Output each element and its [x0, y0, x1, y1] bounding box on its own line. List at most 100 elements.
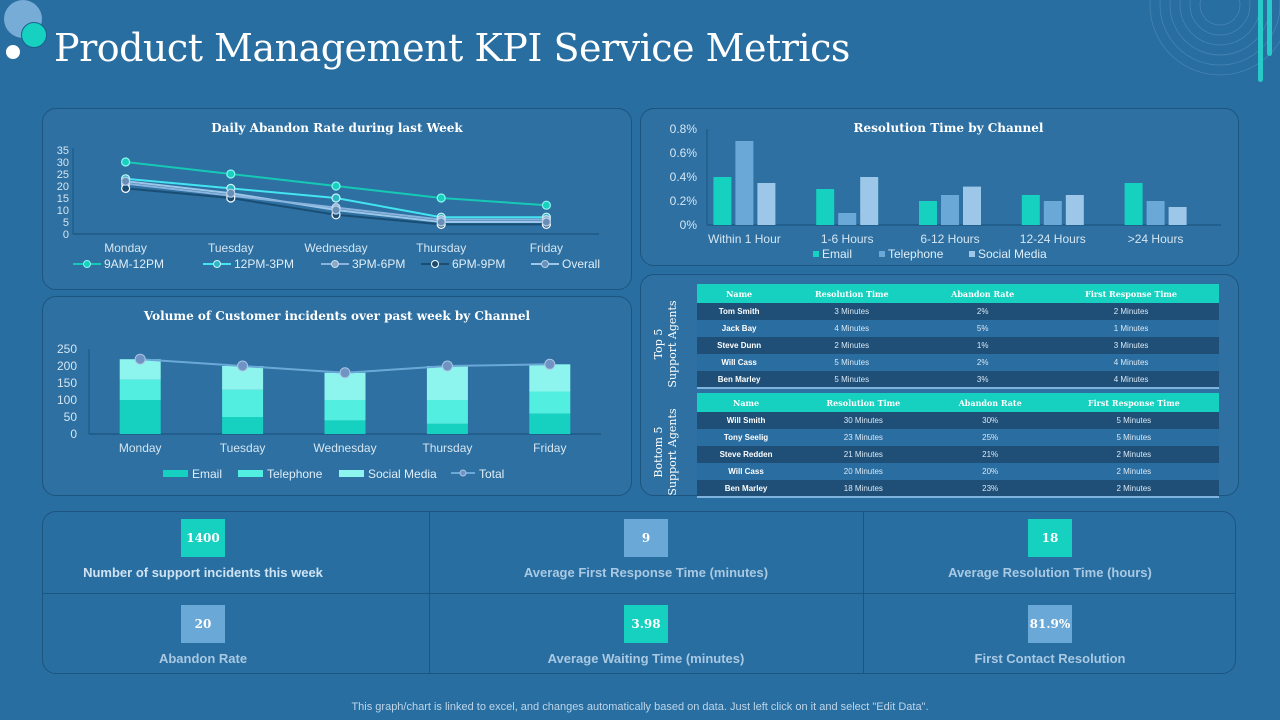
- bar-segment-Telephone: [119, 379, 161, 400]
- legend-marker: [459, 469, 467, 477]
- agent-name: Steve Dunn: [697, 337, 782, 354]
- bar-Telephone: [735, 141, 754, 225]
- col-header: First Response Time: [1048, 393, 1219, 412]
- y-tick-label: 20: [57, 181, 69, 193]
- bar-segment-Telephone: [426, 400, 468, 424]
- resolution-time: 4 Minutes: [781, 320, 923, 337]
- bottom-agents-table: Name Resolution Time Abandon Rate First …: [697, 393, 1219, 498]
- table-row: Steve Dunn 2 Minutes 1% 3 Minutes: [697, 337, 1219, 354]
- y-tick-label: 0: [70, 427, 77, 441]
- resolution-time: 3 Minutes: [781, 303, 923, 320]
- data-point: [120, 176, 131, 186]
- agent-name: Will Cass: [697, 354, 782, 371]
- abandon-rate: 21%: [931, 446, 1049, 463]
- data-point: [541, 217, 551, 227]
- kpi-incidents: 1400 Number of support incidents this we…: [43, 519, 363, 580]
- x-tick-label: Friday: [530, 241, 563, 255]
- legend-label: Overall: [562, 257, 600, 271]
- abandon-rate: 20%: [931, 463, 1049, 480]
- legend-label: 9AM-12PM: [104, 257, 164, 271]
- agent-name: Tom Smith: [697, 303, 782, 320]
- legend-label: Social Media: [368, 467, 437, 481]
- top-agents-table: Name Resolution Time Abandon Rate First …: [697, 284, 1219, 389]
- resolution-time-panel: Resolution Time by Channel 0% 0.2% 0.4% 0.6…: [640, 108, 1239, 266]
- x-tick-label: >24 Hours: [1128, 232, 1184, 246]
- agent-name: Jack Bay: [697, 320, 782, 337]
- abandon-rate: 2%: [922, 303, 1044, 320]
- x-tick-label: Within 1 Hour: [708, 232, 781, 246]
- legend-label: Telephone: [888, 247, 944, 261]
- bar-Social Media: [860, 177, 879, 225]
- incident-volume-stacked-chart[interactable]: 0 50 100 150 200 250 Monday Tuesday Wednesday Thu…: [43, 297, 633, 497]
- divider: [429, 512, 430, 673]
- y-tick-label: 0%: [680, 218, 698, 232]
- y-tick-label: 5: [63, 217, 69, 229]
- agent-name: Steve Redden: [697, 446, 796, 463]
- kpi-label: Abandon Rate: [158, 651, 248, 666]
- abandon-rate: 25%: [931, 429, 1049, 446]
- resolution-time: 18 Minutes: [795, 480, 932, 497]
- bar-segment-Email: [324, 420, 366, 434]
- data-point: [331, 181, 341, 191]
- bar-segment-Email: [222, 417, 264, 434]
- chart-title: Volume of Customer incidents over past w…: [143, 309, 531, 323]
- y-tick-label: 150: [57, 376, 77, 390]
- chart-title: Daily Abandon Rate during last Week: [211, 121, 463, 135]
- decor-circle-teal: [21, 22, 47, 48]
- legend-swatch: [238, 470, 263, 477]
- bar-segment-Telephone: [324, 400, 366, 421]
- bar-Email: [713, 177, 732, 225]
- x-tick-label: Wednesday: [313, 441, 376, 455]
- kpi-resolution-time: 18 Average Resolution Time (hours): [863, 519, 1237, 580]
- legend-label: 6PM-9PM: [452, 257, 505, 271]
- kpi-value: 9: [624, 519, 668, 557]
- x-tick-label: Tuesday: [220, 441, 266, 455]
- table-row: Ben Marley 18 Minutes 23% 2 Minutes: [697, 480, 1219, 497]
- kpi-label: Average Resolution Time (hours): [948, 565, 1152, 580]
- kpi-value: 81.9%: [1028, 605, 1072, 643]
- table-row: Jack Bay 4 Minutes 5% 1 Minutes: [697, 320, 1219, 337]
- legend-label: 3PM-6PM: [352, 257, 405, 271]
- kpi-waiting-time: 3.98 Average Waiting Time (minutes): [429, 605, 863, 666]
- first-response-time: 1 Minutes: [1043, 320, 1219, 337]
- total-point: [237, 360, 249, 372]
- divider: [43, 593, 1235, 594]
- total-point: [339, 367, 351, 379]
- legend-label: Social Media: [978, 247, 1047, 261]
- incident-volume-panel: Volume of Customer incidents over past w…: [42, 296, 632, 496]
- legend-swatch: [339, 470, 364, 477]
- table-row: Will Cass 5 Minutes 2% 4 Minutes: [697, 354, 1219, 371]
- bar-segment-Telephone: [529, 391, 571, 414]
- resolution-time: 5 Minutes: [781, 354, 923, 371]
- resolution-time-bar-chart[interactable]: 0% 0.2% 0.4% 0.6% 0.8% Within 1 Hour 1-6 Hours…: [641, 109, 1240, 267]
- legend-swatch: [969, 251, 975, 257]
- bar-Telephone: [838, 213, 857, 225]
- table-row: Tony Seelig 23 Minutes 25% 5 Minutes: [697, 429, 1219, 446]
- page-title: Product Management KPI Service Metrics: [54, 26, 850, 70]
- first-response-time: 3 Minutes: [1043, 337, 1219, 354]
- col-header: Name: [697, 284, 782, 303]
- legend-label: Telephone: [267, 467, 323, 481]
- kpi-label: Number of support incidents this week: [83, 565, 323, 580]
- y-tick-label: 0.6%: [670, 146, 698, 160]
- x-tick-label: Tuesday: [208, 241, 254, 255]
- bar-segment-Social Media: [426, 366, 468, 400]
- first-response-time: 4 Minutes: [1043, 371, 1219, 388]
- col-header: Resolution Time: [795, 393, 932, 412]
- agent-name: Ben Marley: [697, 371, 782, 388]
- legend-swatch: [813, 251, 819, 257]
- x-tick-label: Monday: [119, 441, 162, 455]
- total-point: [441, 360, 453, 372]
- col-header: Name: [697, 393, 796, 412]
- footer-note: This graph/chart is linked to excel, and…: [351, 701, 929, 713]
- y-tick-label: 100: [57, 393, 77, 407]
- bar-Email: [816, 189, 835, 225]
- bar-Social Media: [757, 183, 776, 225]
- kpi-label: Average First Response Time (minutes): [523, 565, 769, 580]
- decor-rings: [1149, 0, 1280, 76]
- legend-marker: [431, 260, 439, 268]
- bar-segment-Social Media: [222, 366, 264, 390]
- resolution-time: 30 Minutes: [795, 412, 932, 429]
- legend-marker: [331, 260, 339, 268]
